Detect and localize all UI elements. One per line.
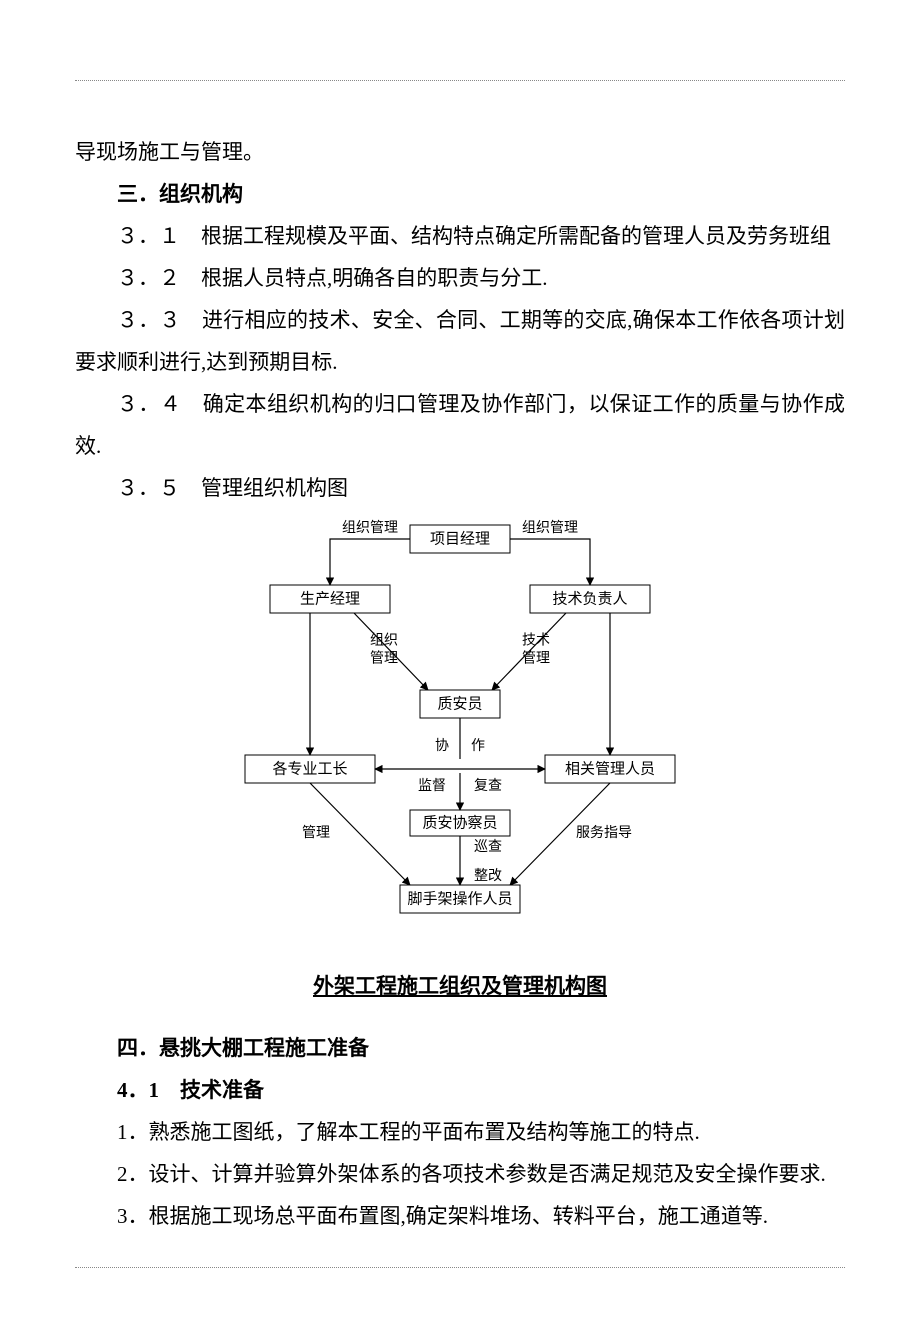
para-3-4: ３．４ 确定本组织机构的归口管理及协作部门，以保证工作的质量与协作成效. (75, 383, 845, 467)
svg-text:管理: 管理 (522, 651, 550, 667)
org-chart-svg: 项目经理生产经理 技术负责人质安员各专业工长 相关管理人员质安协察员脚手架操作人员 组… (210, 515, 710, 935)
node-label-op: 脚手架操作人员 (407, 890, 512, 907)
node-label-tech: 技术负责人 (552, 590, 627, 607)
para-3-1: ３．１ 根据工程规模及平面、结构特点确定所需配备的管理人员及劳务班组 (75, 215, 845, 257)
svg-text:监督: 监督 (418, 778, 446, 794)
top-rule (75, 80, 845, 81)
svg-text:服务指导: 服务指导 (576, 825, 632, 841)
svg-text:管理: 管理 (370, 651, 398, 667)
para-3-5: ３．５ 管理组织机构图 (75, 467, 845, 509)
para-4-1-2: 2．设计、计算并验算外架体系的各项技术参数是否满足规范及安全操作要求. (75, 1153, 845, 1195)
node-label-fore: 各专业工长 (272, 760, 347, 777)
heading-4-1: 4．1 技术准备 (75, 1069, 845, 1111)
svg-text:组织管理: 组织管理 (522, 520, 578, 536)
svg-text:技术: 技术 (522, 633, 550, 649)
heading-4: 四．悬挑大棚工程施工准备 (75, 1027, 845, 1069)
svg-text:组织: 组织 (370, 633, 398, 649)
svg-text:巡查: 巡查 (474, 839, 502, 855)
svg-text:整改: 整改 (474, 868, 502, 884)
svg-text:管理: 管理 (302, 825, 330, 841)
node-label-insp: 质安协察员 (422, 813, 497, 831)
org-chart: 项目经理生产经理 技术负责人质安员各专业工长 相关管理人员质安协察员脚手架操作人员 组… (210, 515, 710, 935)
para-3-2: ３．２ 根据人员特点,明确各自的职责与分工. (75, 257, 845, 299)
para-lead: 导现场施工与管理。 (75, 131, 845, 173)
svg-text:作: 作 (471, 738, 485, 754)
para-4-1-3: 3．根据施工现场总平面布置图,确定架料堆场、转料平台，施工通道等. (75, 1195, 845, 1237)
node-label-mgr: 相关管理人员 (565, 760, 655, 777)
para-4-1-1: 1．熟悉施工图纸，了解本工程的平面布置及结构等施工的特点. (75, 1111, 845, 1153)
node-label-prod: 生产经理 (300, 590, 360, 607)
bottom-rule (75, 1267, 845, 1268)
document-page: 导现场施工与管理。 三．组织机构 ３．１ 根据工程规模及平面、结构特点确定所需配… (0, 0, 920, 1328)
svg-text:协: 协 (435, 738, 449, 754)
diagram-caption: 外架工程施工组织及管理机构图 (75, 965, 845, 1007)
svg-text:组织管理: 组织管理 (342, 520, 398, 536)
node-label-qa: 质安员 (437, 695, 482, 712)
para-3-3: ３．３ 进行相应的技术、安全、合同、工期等的交底,确保本工作依各项计划要求顺利进… (75, 299, 845, 383)
svg-text:复查: 复查 (474, 777, 502, 794)
heading-3: 三．组织机构 (75, 173, 845, 215)
node-label-pm: 项目经理 (430, 530, 490, 547)
